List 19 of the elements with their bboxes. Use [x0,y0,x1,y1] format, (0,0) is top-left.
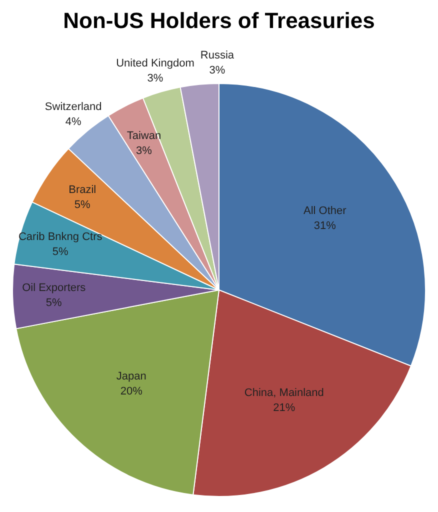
chart-title: Non-US Holders of Treasuries [62,8,376,35]
slice-label: United Kingdom [116,58,194,70]
data-label: 31% [314,220,336,232]
data-label: 5% [74,199,91,212]
slice-label: All Other [303,205,347,218]
data-label: 21% [273,402,296,414]
slice-label: Oil Exporters [22,282,86,294]
data-label: 5% [46,297,62,310]
data-label: 3% [209,64,226,77]
slice-label: Japan [116,370,146,382]
data-label: 20% [120,385,143,398]
data-label: 4% [65,116,82,128]
slice-label: China, Mainland [244,387,324,400]
data-label: 3% [136,144,152,157]
slice-label: Switzerland [44,100,102,113]
slice-label: Russia [200,50,235,62]
data-label: 3% [147,72,164,85]
data-label: 5% [52,246,69,258]
slice-label: Brazil [68,184,96,196]
